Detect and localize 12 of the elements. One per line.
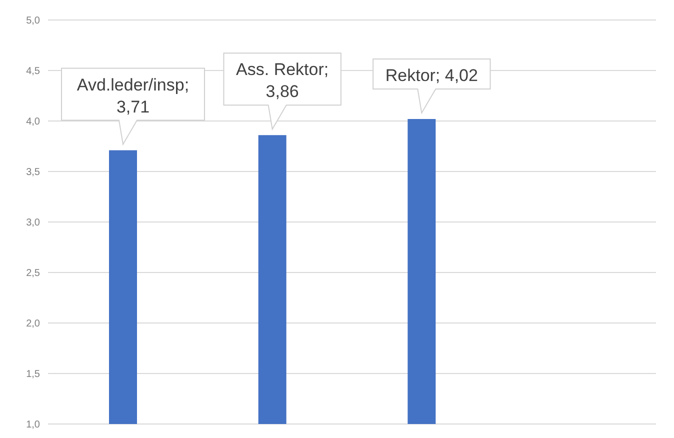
- y-tick-label: 2,5: [26, 268, 40, 280]
- data-label: Ass. Rektor; 3,86: [236, 60, 329, 102]
- y-tick-label: 3,5: [26, 167, 40, 178]
- data-label: Rektor; 4,02: [385, 66, 478, 85]
- y-tick-label: 2,0: [26, 318, 40, 330]
- y-tick-label: 4,0: [26, 116, 40, 128]
- y-tick-label: 5,0: [26, 16, 40, 27]
- y-tick-label: 4,5: [26, 66, 40, 78]
- data-label: Avd.leder/insp; 3,71: [76, 75, 190, 116]
- y-tick-label: 3,0: [26, 218, 40, 229]
- y-tick-label: 1,0: [26, 420, 40, 431]
- y-tick-label: 1,5: [26, 369, 40, 380]
